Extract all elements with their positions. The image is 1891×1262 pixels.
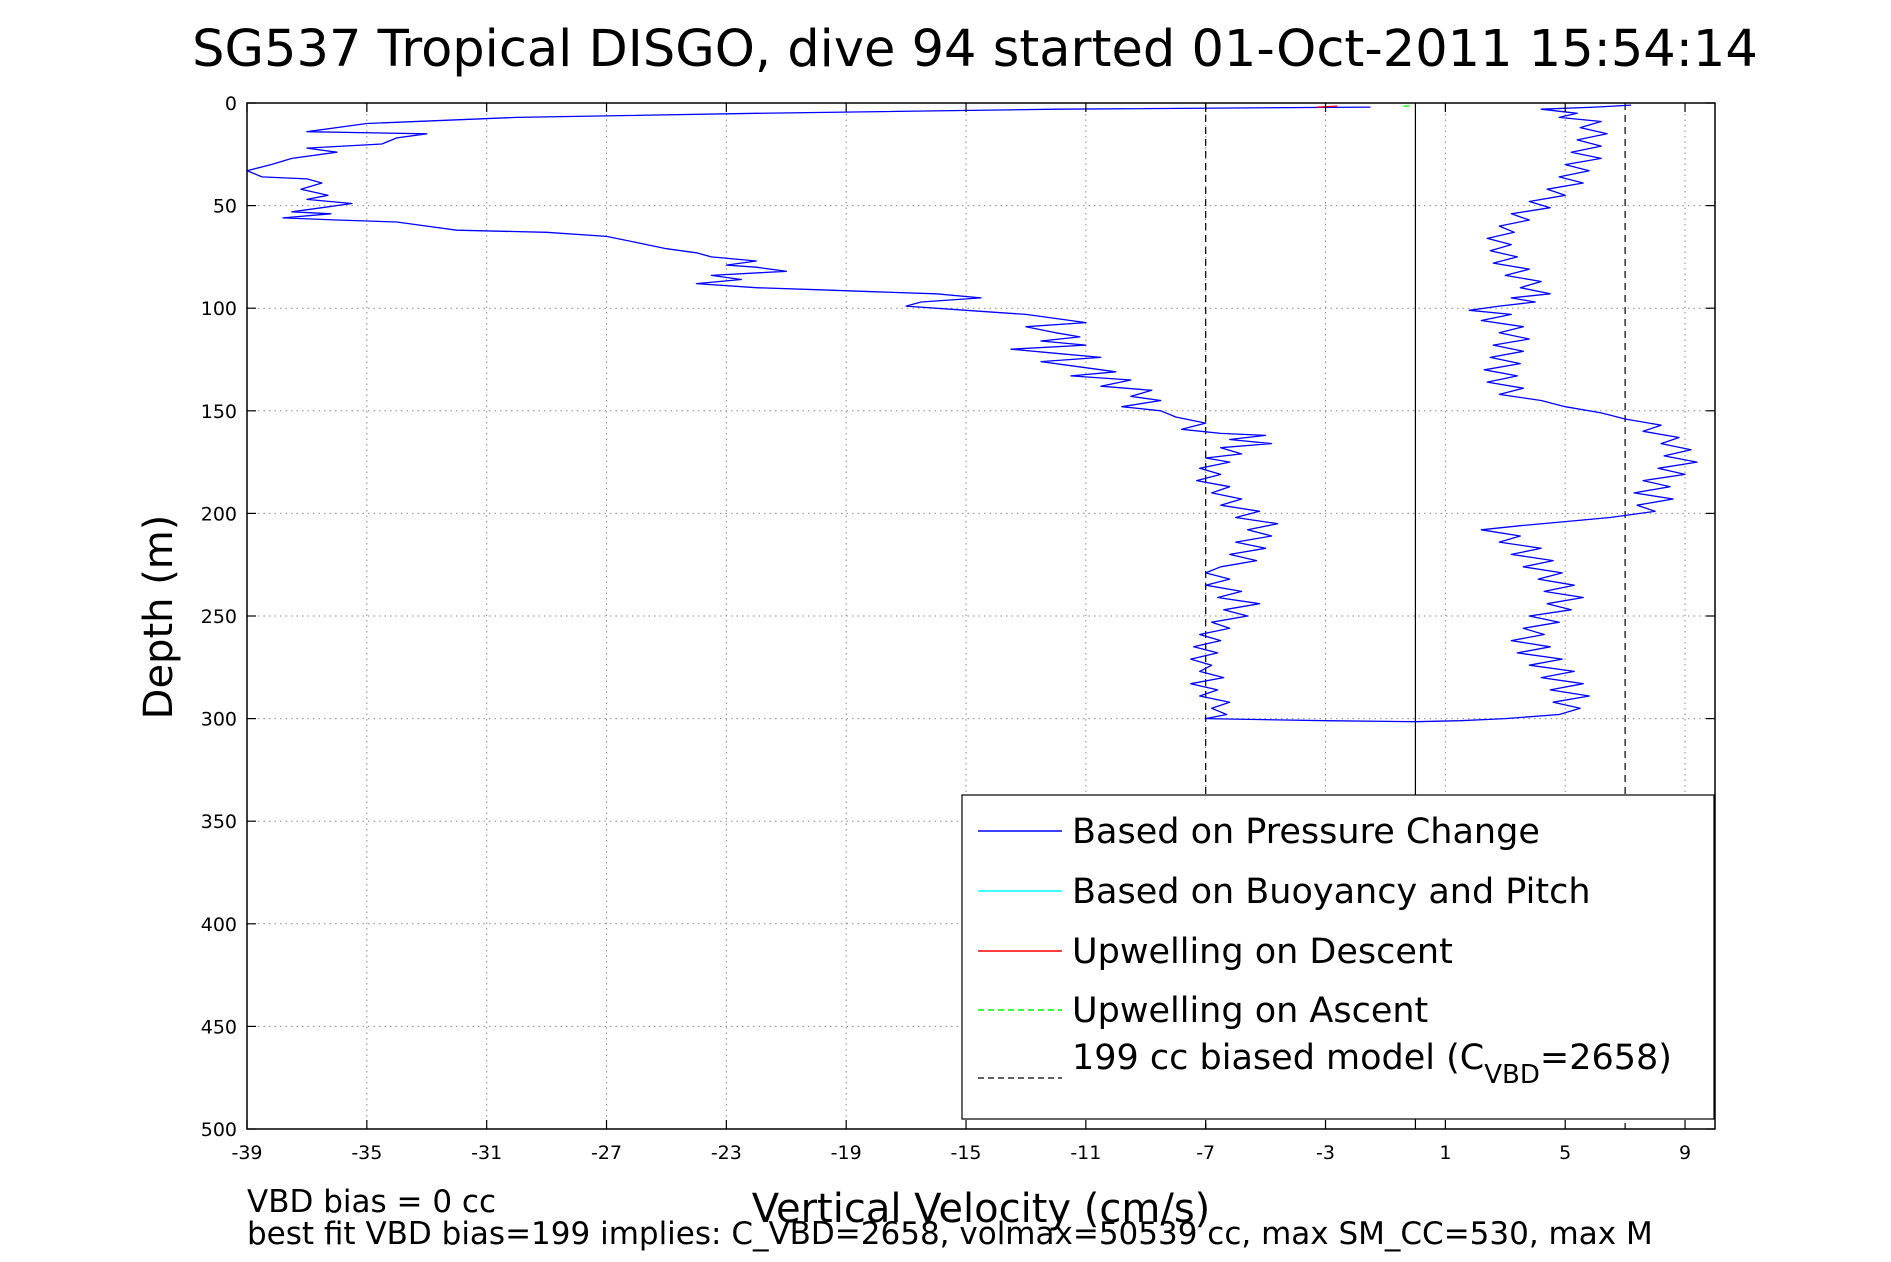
x-tick-label-11: 5 bbox=[1559, 1142, 1571, 1164]
data-series bbox=[246, 104, 1698, 723]
y-tick-label-5: 250 bbox=[201, 606, 237, 628]
x-tick-label-4: -23 bbox=[711, 1142, 742, 1164]
x-tick-label-12: 9 bbox=[1679, 1142, 1691, 1164]
x-tick-label-9: -3 bbox=[1316, 1142, 1335, 1164]
y-tick-label-9: 450 bbox=[201, 1016, 237, 1038]
footnote-best-fit: best fit VBD bias=199 implies: C_VBD=265… bbox=[247, 1216, 1653, 1252]
y-tick-label-1: 50 bbox=[213, 196, 237, 218]
tick-marks: -39 -35 -31 -27 -23 -19 -15 -11 -7 -3 1 5 9050100150… bbox=[201, 93, 1715, 1164]
series-line-descent bbox=[246, 106, 1416, 723]
x-tick-label-3: -27 bbox=[591, 1142, 622, 1164]
legend-label-biased-model: 199 cc biased model (CVBD=2658) bbox=[1072, 1038, 1672, 1090]
series-line-upwelling-descent bbox=[1316, 105, 1338, 108]
chart-title: SG537 Tropical DISGO, dive 94 started 01… bbox=[192, 20, 1758, 79]
y-axis-label: Depth (m) bbox=[136, 515, 182, 720]
x-tick-label-7: -11 bbox=[1070, 1142, 1101, 1164]
series-line-ascent bbox=[1415, 104, 1698, 723]
y-tick-label-2: 100 bbox=[201, 298, 237, 320]
legend-label-biased-model-main: 199 cc biased model (C bbox=[1072, 1038, 1484, 1078]
x-tick-label-0: -39 bbox=[231, 1142, 262, 1164]
legend-label-upwelling-descent: Upwelling on Descent bbox=[1072, 932, 1453, 972]
legend-label-biased-model-tail: =2658) bbox=[1540, 1038, 1672, 1078]
x-tick-label-2: -31 bbox=[471, 1142, 502, 1164]
y-tick-label-0: 0 bbox=[225, 93, 237, 115]
legend-label-biased-model-sub: VBD bbox=[1484, 1060, 1540, 1090]
x-tick-label-1: -35 bbox=[351, 1142, 382, 1164]
y-tick-label-8: 400 bbox=[201, 914, 237, 936]
x-tick-label-8: -7 bbox=[1196, 1142, 1215, 1164]
legend-box bbox=[961, 794, 1715, 1120]
x-tick-label-10: 1 bbox=[1439, 1142, 1451, 1164]
y-tick-label-4: 200 bbox=[201, 503, 237, 525]
legend-label-buoyancy: Based on Buoyancy and Pitch bbox=[1072, 872, 1591, 912]
y-tick-label-3: 150 bbox=[201, 401, 237, 423]
footnote-vbd-bias: VBD bias = 0 cc bbox=[247, 1184, 496, 1220]
x-tick-label-5: -19 bbox=[831, 1142, 862, 1164]
legend-label-upwelling-ascent: Upwelling on Ascent bbox=[1072, 991, 1428, 1031]
y-tick-label-7: 350 bbox=[201, 811, 237, 833]
y-tick-label-6: 300 bbox=[201, 709, 237, 731]
legend: Based on Pressure Change Based on Buoyan… bbox=[961, 794, 1715, 1120]
x-tick-label-6: -15 bbox=[950, 1142, 981, 1164]
x-axis-label: Vertical Velocity (cm/s) bbox=[752, 1186, 1211, 1232]
y-tick-label-10: 500 bbox=[201, 1119, 237, 1141]
legend-label-pressure: Based on Pressure Change bbox=[1072, 812, 1540, 852]
